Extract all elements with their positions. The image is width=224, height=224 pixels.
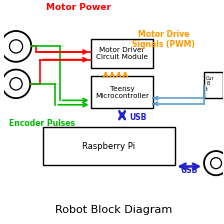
Bar bbox=[91, 76, 153, 108]
Text: USB: USB bbox=[180, 166, 197, 175]
Text: B
t: B t bbox=[206, 81, 210, 92]
Text: Encoder Pulses: Encoder Pulses bbox=[9, 119, 75, 128]
Text: Teensy
Microcontroller: Teensy Microcontroller bbox=[95, 86, 149, 99]
Text: USB: USB bbox=[130, 113, 147, 122]
Text: Motor Driver
Circuit Module: Motor Driver Circuit Module bbox=[96, 47, 148, 60]
Text: Motor Drive
Signals (PWM): Motor Drive Signals (PWM) bbox=[132, 30, 195, 50]
Bar bbox=[43, 127, 174, 165]
Text: Robot Block Diagram: Robot Block Diagram bbox=[55, 205, 172, 215]
Bar bbox=[204, 72, 223, 98]
Text: Cur: Cur bbox=[206, 76, 215, 81]
Text: Raspberry Pi: Raspberry Pi bbox=[82, 142, 136, 151]
Text: Motor Power: Motor Power bbox=[46, 3, 111, 12]
Bar bbox=[91, 39, 153, 68]
